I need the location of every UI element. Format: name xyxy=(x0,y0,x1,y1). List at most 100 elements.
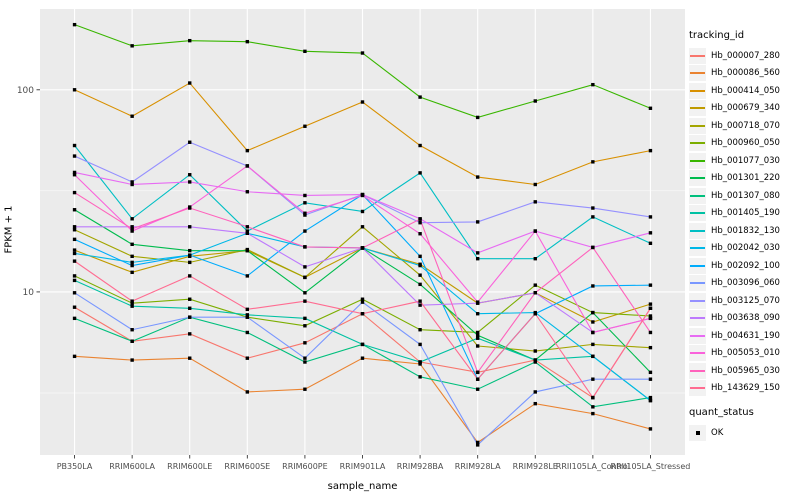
data-point xyxy=(303,211,307,215)
data-point xyxy=(360,51,365,55)
data-point xyxy=(72,228,77,232)
data-point xyxy=(72,190,77,195)
legend-item: OK xyxy=(689,424,799,442)
data-point xyxy=(72,22,77,27)
data-point xyxy=(475,300,480,304)
legend-key-line xyxy=(690,142,705,145)
legend-item: Hb_003638_090 xyxy=(689,310,799,328)
legend-item-label: Hb_000414_050 xyxy=(711,85,780,96)
data-point xyxy=(130,242,134,247)
legend-key-swatch xyxy=(689,100,706,117)
legend-key-swatch xyxy=(689,135,706,152)
data-point xyxy=(188,297,192,301)
data-point xyxy=(418,143,422,148)
legend-key-swatch xyxy=(689,47,706,64)
data-point xyxy=(533,283,537,287)
legend-item: Hb_004631_190 xyxy=(689,327,799,345)
legend-item: Hb_001405_190 xyxy=(689,205,799,223)
data-point xyxy=(648,306,653,310)
x-tick-label: PB350LA xyxy=(57,462,93,471)
data-point xyxy=(72,208,77,212)
data-point xyxy=(130,299,134,303)
data-point xyxy=(533,99,537,103)
x-tick-label: RRIM928LA xyxy=(455,462,501,471)
data-point xyxy=(591,82,595,87)
data-point xyxy=(303,324,307,328)
data-point xyxy=(72,225,77,229)
data-point xyxy=(72,248,77,252)
data-point xyxy=(130,339,134,343)
x-tick-label: RRIM600LA xyxy=(109,462,155,471)
legend-key-swatch xyxy=(689,117,706,134)
legend-key-swatch xyxy=(689,257,706,274)
data-point xyxy=(72,88,77,92)
data-point xyxy=(418,263,422,268)
legend-item: Hb_005965_030 xyxy=(689,362,799,380)
data-point xyxy=(72,251,77,256)
data-point xyxy=(648,330,653,335)
legend-item-label: Hb_000718_070 xyxy=(711,120,780,131)
data-point xyxy=(533,349,537,353)
data-point xyxy=(303,245,307,249)
legend-item-label: Hb_000086_560 xyxy=(711,68,780,79)
legend-item: Hb_005053_010 xyxy=(689,345,799,363)
x-tick-label: RRII105LA_Stressed xyxy=(611,462,691,471)
legend-item-label: Hb_001301_220 xyxy=(711,173,780,184)
data-point xyxy=(591,320,595,324)
data-point xyxy=(188,260,192,265)
data-point xyxy=(245,229,250,233)
data-point xyxy=(360,300,365,304)
legend-key-line xyxy=(690,72,705,75)
legend-key-swatch xyxy=(689,327,706,344)
data-point xyxy=(418,282,422,287)
data-point xyxy=(591,405,595,409)
color-legend-items: Hb_000007_280 Hb_000086_560 Hb_000414_050 H… xyxy=(689,47,799,397)
data-point xyxy=(648,314,653,318)
data-point xyxy=(418,328,422,332)
data-point xyxy=(418,171,422,175)
data-point xyxy=(72,354,77,359)
data-point xyxy=(418,217,422,221)
data-point xyxy=(130,263,134,268)
data-point xyxy=(303,229,307,233)
data-point xyxy=(591,245,595,250)
data-point xyxy=(303,387,307,391)
data-point xyxy=(188,140,192,144)
legend-key-swatch xyxy=(689,222,706,239)
legend-item-label: Hb_003638_090 xyxy=(711,313,780,324)
data-point xyxy=(188,253,192,257)
legend-key-line xyxy=(690,317,705,320)
data-point xyxy=(475,330,480,335)
data-point xyxy=(475,443,480,447)
data-point xyxy=(130,182,134,187)
data-point xyxy=(648,427,653,431)
legend-item-label: Hb_002042_030 xyxy=(711,243,780,254)
legend-key-swatch xyxy=(689,205,706,222)
x-tick-label: RRIM928BA xyxy=(397,462,444,471)
data-point xyxy=(360,297,365,301)
data-point xyxy=(360,193,365,198)
data-point xyxy=(475,312,480,316)
data-point xyxy=(245,39,250,44)
legend-item: Hb_000960_050 xyxy=(689,135,799,153)
legend-key-swatch xyxy=(689,362,706,379)
data-point xyxy=(475,336,480,340)
x-tick-label: RRIM928LE xyxy=(513,462,558,471)
data-point xyxy=(303,275,307,280)
data-point xyxy=(360,312,365,316)
data-point xyxy=(360,100,365,104)
legend-key-line xyxy=(690,247,705,250)
data-point xyxy=(418,375,422,379)
data-point xyxy=(591,411,595,416)
data-point xyxy=(418,299,422,303)
data-point xyxy=(533,360,537,364)
data-point xyxy=(245,190,250,194)
data-point xyxy=(533,358,537,362)
legend-item-label: OK xyxy=(711,427,724,438)
shape-legend-items: OK xyxy=(689,424,799,442)
legend-item: Hb_002092_100 xyxy=(689,257,799,275)
data-point xyxy=(648,395,653,400)
legend-item: Hb_000007_280 xyxy=(689,47,799,65)
data-point xyxy=(130,229,134,233)
data-point xyxy=(360,225,365,229)
